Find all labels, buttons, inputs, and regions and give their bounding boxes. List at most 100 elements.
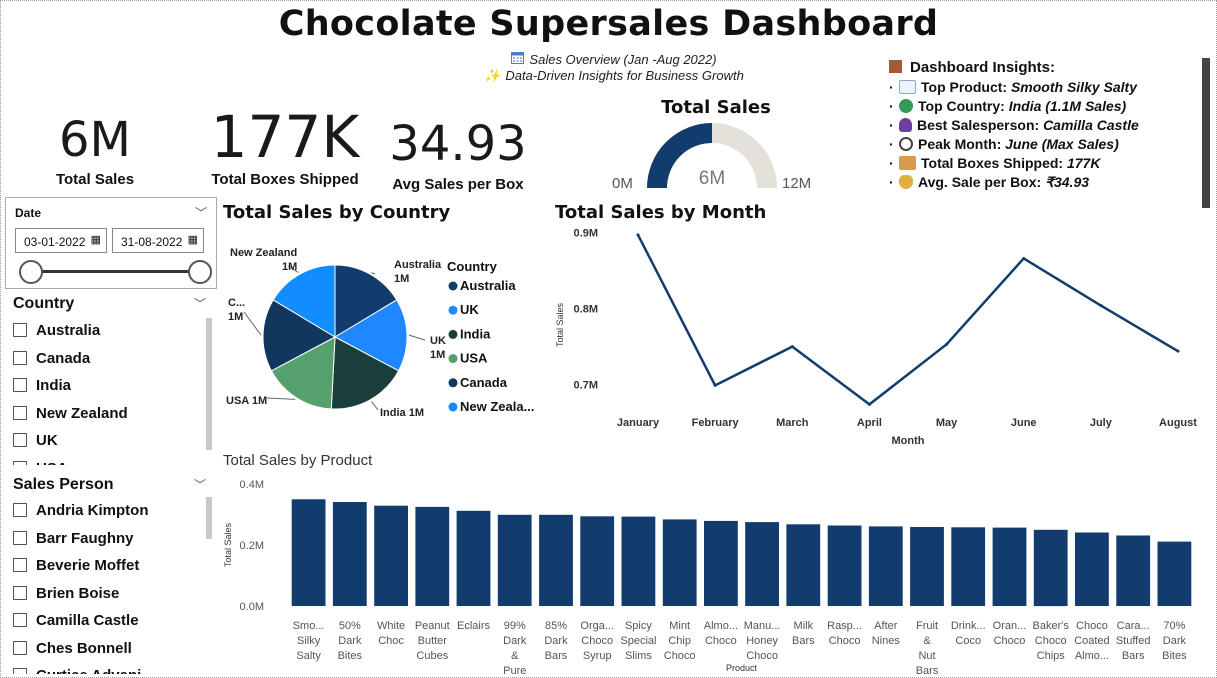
checkbox[interactable] [13, 640, 27, 655]
salesperson-option[interactable]: Camilla Castle [13, 612, 149, 640]
checkbox[interactable] [13, 460, 27, 465]
line-x-tick-label: June [1011, 417, 1037, 429]
country-option[interactable]: USA [13, 460, 128, 465]
country-slicer-title: Country [13, 295, 75, 312]
chevron-down-icon[interactable]: ﹀ [193, 297, 206, 311]
bar-22[interactable] [1157, 541, 1192, 606]
chevron-down-icon[interactable]: ﹀ [193, 478, 206, 492]
bar-8[interactable] [580, 516, 615, 606]
bar-x-tick-label: Choco [581, 635, 613, 647]
pie-slice-australia[interactable] [334, 264, 398, 338]
country-option[interactable]: Australia [13, 322, 128, 350]
line-point[interactable] [1022, 256, 1026, 260]
checkbox-label: India [36, 377, 72, 394]
bar-1[interactable] [291, 499, 326, 606]
bar-18[interactable] [992, 527, 1027, 606]
bar-9[interactable] [621, 516, 656, 606]
checkbox[interactable] [13, 378, 27, 392]
bar-15[interactable] [868, 526, 903, 606]
salesperson-option[interactable]: Barr Faughny [13, 530, 149, 558]
gauge-min-label: 0M [612, 175, 633, 192]
date-start-input[interactable]: 03-01-2022 ▦ [15, 228, 107, 253]
bar-x-tick-label: Eclairs [457, 620, 491, 632]
bar-11[interactable] [704, 520, 738, 606]
line-series-total-sales[interactable] [636, 234, 1179, 406]
bar-2[interactable] [332, 502, 367, 606]
checkbox[interactable] [13, 433, 27, 447]
country-option[interactable]: UK [13, 432, 128, 460]
country-option[interactable]: India [13, 377, 128, 405]
bar-x-tick-label: Bars [916, 665, 939, 676]
date-slider-start-handle[interactable] [19, 260, 43, 284]
country-option[interactable]: New Zealand [13, 405, 128, 433]
salesperson-option[interactable]: Ches Bonnell [13, 640, 149, 668]
line-point[interactable] [945, 342, 949, 346]
pie-slice-uk[interactable] [333, 299, 408, 372]
pie-slice-new-zealand[interactable] [272, 264, 336, 338]
salesperson-option[interactable]: Beverie Moffet [13, 557, 149, 585]
chevron-down-icon[interactable]: ﹀ [194, 206, 207, 220]
checkbox-label: Andria Kimpton [36, 502, 149, 519]
date-slider-track[interactable] [32, 270, 204, 273]
salesperson-option[interactable]: Andria Kimpton [13, 502, 149, 530]
checkbox[interactable] [13, 585, 27, 600]
bar-x-tick-label: Choco [994, 635, 1026, 647]
insights-square-icon [889, 60, 902, 73]
checkbox[interactable] [13, 558, 27, 572]
bar-3[interactable] [374, 505, 408, 606]
insight-label: Total Boxes Shipped: [921, 155, 1064, 171]
date-end-input[interactable]: 31-08-2022 ▦ [112, 228, 204, 253]
bar-17[interactable] [951, 527, 986, 606]
bar-19[interactable] [1033, 529, 1068, 607]
line-point[interactable] [790, 345, 794, 349]
calendar-icon[interactable]: ▦ [90, 234, 101, 246]
checkbox[interactable] [13, 503, 27, 517]
checkbox[interactable] [13, 405, 27, 420]
line-point[interactable] [713, 383, 717, 387]
line-x-tick-label: May [936, 417, 958, 429]
bar-x-tick-label: Stuffed [1116, 635, 1151, 647]
bar-7[interactable] [539, 514, 573, 606]
checkbox[interactable] [13, 668, 27, 674]
salesperson-option[interactable]: Brien Boise [13, 585, 149, 613]
bar-12[interactable] [745, 522, 779, 606]
bar-14[interactable] [827, 525, 862, 607]
pie-data-label: 1M [282, 261, 297, 273]
bar-x-tick-label: Choco [664, 650, 696, 662]
pie-legend-marker [448, 378, 458, 388]
bar-6[interactable] [497, 514, 532, 606]
insights-scrollbar[interactable] [1202, 58, 1210, 208]
bar-4[interactable] [415, 506, 450, 606]
salesperson-scrollbar[interactable] [206, 497, 212, 539]
bar-5[interactable] [456, 510, 491, 606]
gauge-chart [647, 123, 777, 189]
line-point[interactable] [1176, 349, 1180, 353]
insight-item: · Best Salesperson: Camilla Castle [889, 117, 1199, 133]
line-point[interactable] [1099, 304, 1103, 308]
calendar-icon[interactable]: ▦ [187, 234, 198, 246]
bar-x-tick-label: Chip [668, 635, 691, 647]
subtitle-overview-text: Sales Overview (Jan -Aug 2022) [529, 52, 717, 67]
kpi-avg-value: 34.93 [389, 116, 527, 172]
pie-slice-usa[interactable] [270, 336, 336, 410]
country-option[interactable]: Canada [13, 350, 128, 378]
pie-data-label: USA 1M [226, 395, 267, 407]
bar-13[interactable] [786, 524, 821, 606]
checkbox[interactable] [13, 350, 27, 365]
line-point[interactable] [636, 233, 640, 237]
line-point[interactable] [867, 402, 871, 406]
bar-10[interactable] [662, 519, 697, 606]
date-slider-end-handle[interactable] [188, 260, 212, 284]
bar-16[interactable] [910, 527, 944, 606]
checkbox[interactable] [13, 530, 27, 545]
chart-up-icon [899, 80, 916, 94]
pie-slice-canada[interactable] [262, 299, 337, 372]
bar-x-tick-label: Peanut [415, 620, 450, 632]
country-scrollbar[interactable] [206, 318, 212, 450]
checkbox[interactable] [13, 613, 27, 627]
checkbox[interactable] [13, 323, 27, 337]
bar-20[interactable] [1075, 532, 1109, 607]
salesperson-option[interactable]: Curtice Advani [13, 667, 149, 674]
pie-slice-india[interactable] [330, 336, 400, 410]
bar-21[interactable] [1116, 535, 1151, 607]
